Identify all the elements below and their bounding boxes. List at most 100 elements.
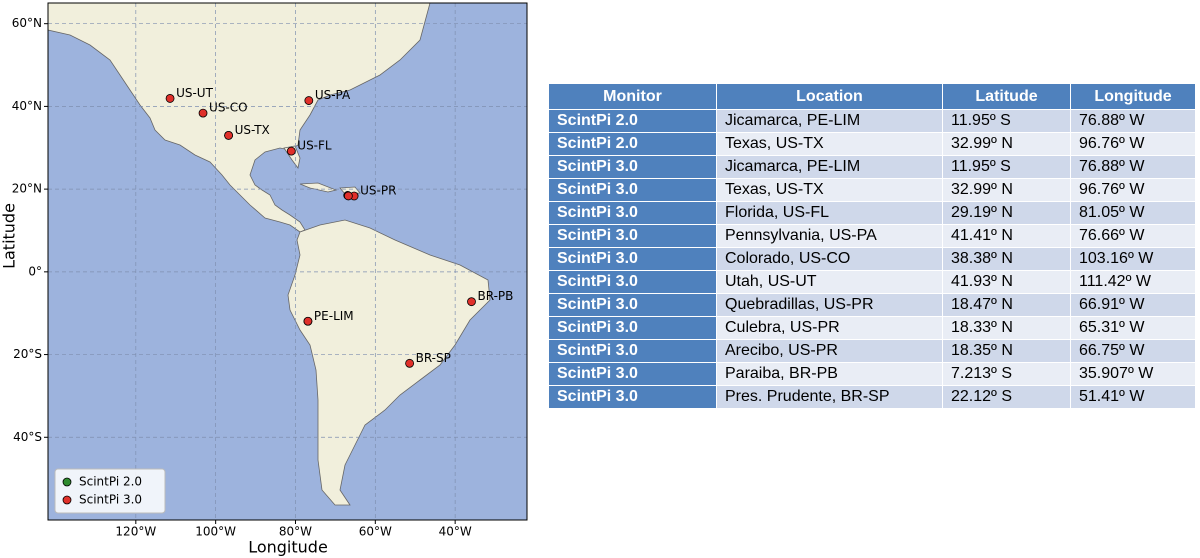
site-marker xyxy=(467,297,476,307)
grid xyxy=(48,3,527,520)
monitor-cell: ScintPi 3.0 xyxy=(548,178,717,202)
table-cell: 32.99º N xyxy=(942,132,1071,156)
legend-label: ScintPi 2.0 xyxy=(79,475,142,489)
table-row: ScintPi 3.0 Florida, US-FL 29.19º N 81.05º … xyxy=(548,201,1196,225)
table-cell: 66.75º W xyxy=(1070,339,1196,363)
table-row: ScintPi 3.0 Pres. Prudente, BR-SP 22.12º S… xyxy=(548,385,1196,409)
site-label: PE-LIM xyxy=(314,309,354,323)
table-row: ScintPi 3.0 Pennsylvania, US-PA 41.41º N 76… xyxy=(548,224,1196,248)
land xyxy=(47,2,491,506)
y-tick-label: 40°S xyxy=(13,430,42,444)
table-row: ScintPi 3.0 Arecibo, US-PR 18.35º N 66.75º … xyxy=(548,339,1196,363)
map-chart: Longitude Latitude 120°W 100°W 80°W 60°W 40°… xyxy=(0,2,528,557)
x-tick-label: 60°W xyxy=(359,525,392,539)
table-cell: Paraiba, BR-PB xyxy=(716,362,943,386)
site-marker xyxy=(405,358,415,368)
legend-marker xyxy=(62,495,72,505)
x-tick-label: 40°W xyxy=(439,525,472,539)
table-cell: 18.35º N xyxy=(942,339,1071,363)
site-marker xyxy=(224,130,233,140)
table-cell: 103.16º W xyxy=(1070,247,1196,271)
table-cell: Pennsylvania, US-PA xyxy=(716,224,943,248)
table-cell: Utah, US-UT xyxy=(716,270,943,294)
site-label: US-PA xyxy=(315,88,351,102)
table-row: ScintPi 3.0 Paraiba, BR-PB 7.213º S 35.907º… xyxy=(548,362,1196,386)
table-cell: 66.91º W xyxy=(1070,293,1196,317)
table-cell: 96.76º W xyxy=(1070,132,1196,156)
table-cell: 41.93º N xyxy=(942,270,1071,294)
monitor-cell: ScintPi 3.0 xyxy=(548,385,717,409)
monitor-table: Monitor Location Latitude Longitude ScintPi … xyxy=(548,83,1196,409)
table-cell: 65.31º W xyxy=(1070,316,1196,340)
monitor-cell: ScintPi 3.0 xyxy=(548,293,717,317)
monitor-cell: ScintPi 3.0 xyxy=(548,155,717,179)
table-cell: Jicamarca, PE-LIM xyxy=(716,155,943,179)
site-marker xyxy=(304,96,314,105)
table-cell: 81.05º W xyxy=(1070,201,1196,225)
header-cell: Latitude xyxy=(942,83,1071,110)
header-cell: Location xyxy=(716,83,943,110)
table-cell: 29.19º N xyxy=(942,201,1071,225)
table-cell: 76.66º W xyxy=(1070,224,1196,248)
site-label: US-UT xyxy=(176,86,214,100)
legend-box xyxy=(54,468,166,514)
site-label: BR-SP xyxy=(416,351,451,365)
table-cell: Arecibo, US-PR xyxy=(716,339,943,363)
monitor-cell: ScintPi 3.0 xyxy=(548,247,717,271)
table-cell: 7.213º S xyxy=(942,362,1071,386)
monitor-cell: ScintPi 3.0 xyxy=(548,224,717,248)
site-label: US-CO xyxy=(209,101,248,115)
x-axis-title: Longitude xyxy=(248,538,328,557)
monitor-cell: ScintPi 3.0 xyxy=(548,270,717,294)
y-tick-label: 0° xyxy=(28,264,42,278)
y-tick-label: 40°N xyxy=(12,99,42,113)
header-row: Monitor Location Latitude Longitude xyxy=(548,83,1196,110)
site-label: US-FL xyxy=(297,139,332,153)
table-cell: Florida, US-FL xyxy=(716,201,943,225)
monitor-cell: ScintPi 3.0 xyxy=(548,339,717,363)
table-cell: 32.99º N xyxy=(942,178,1071,202)
table-cell: 35.907º W xyxy=(1070,362,1196,386)
site-marker xyxy=(286,146,296,156)
table-cell: 111.42º W xyxy=(1070,270,1196,294)
axes-frame xyxy=(47,2,528,521)
table-cell: Quebradillas, US-PR xyxy=(716,293,943,317)
table-cell: 18.47º N xyxy=(942,293,1071,317)
x-tick-label: 100°W xyxy=(195,525,236,539)
table-cell: Colorado, US-CO xyxy=(716,247,943,271)
table-cell: Texas, US-TX xyxy=(716,132,943,156)
monitor-cell: ScintPi 2.0 xyxy=(548,132,717,156)
site-marker xyxy=(198,108,208,118)
monitor-cell: ScintPi 2.0 xyxy=(548,109,717,133)
table-row: ScintPi 3.0 Culebra, US-PR 18.33º N 65.31º … xyxy=(548,316,1196,340)
site-marker xyxy=(165,94,175,103)
legend-marker xyxy=(62,477,72,487)
x-tick-label: 80°W xyxy=(279,525,312,539)
table-cell: 76.88º W xyxy=(1070,109,1196,133)
site-label: US-TX xyxy=(235,123,270,137)
x-tick-label: 120°W xyxy=(115,525,156,539)
site-label: US-PR xyxy=(360,184,396,198)
y-axis-title: Latitude xyxy=(0,203,19,269)
header-cell: Monitor xyxy=(548,83,717,110)
legend-label: ScintPi 3.0 xyxy=(79,493,142,507)
table-cell: 41.41º N xyxy=(942,224,1071,248)
y-tick-label: 20°S xyxy=(13,347,42,361)
table-row: ScintPi 3.0 Colorado, US-CO 38.38º N 103.16… xyxy=(548,247,1196,271)
table-row: ScintPi 3.0 Jicamarca, PE-LIM 11.95º S 76.8… xyxy=(548,155,1196,179)
monitor-cell: ScintPi 3.0 xyxy=(548,201,717,225)
table-cell: Pres. Prudente, BR-SP xyxy=(716,385,943,409)
site-label: BR-PB xyxy=(477,289,513,303)
table-cell: 51.41º W xyxy=(1070,385,1196,409)
table-row: ScintPi 2.0 Texas, US-TX 32.99º N 96.76º W xyxy=(548,132,1196,156)
site-marker xyxy=(343,191,353,201)
table-cell: Jicamarca, PE-LIM xyxy=(716,109,943,133)
table-cell: 76.88º W xyxy=(1070,155,1196,179)
table-row: ScintPi 3.0 Utah, US-UT 41.93º N 111.42º W xyxy=(548,270,1196,294)
table-row: ScintPi 2.0 Jicamarca, PE-LIM 11.95º S 76.8… xyxy=(548,109,1196,133)
site-marker xyxy=(303,316,313,326)
y-tick-label: 20°N xyxy=(12,182,42,196)
table-cell: Culebra, US-PR xyxy=(716,316,943,340)
table-cell: Texas, US-TX xyxy=(716,178,943,202)
